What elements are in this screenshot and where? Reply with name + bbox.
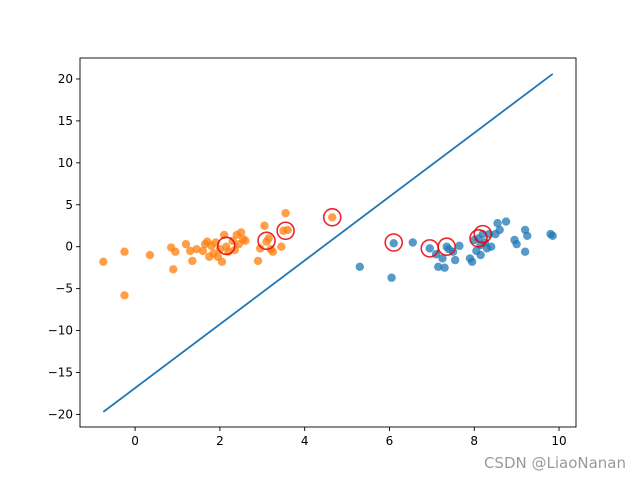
y-tick-label: 0 [65, 240, 73, 254]
scatter-point-class-1 [512, 239, 521, 249]
scatter-point-class-0 [236, 228, 246, 237]
scatter-point-class-0 [198, 246, 208, 256]
support-vector-ring [437, 237, 457, 256]
scatter-point-class-0 [283, 225, 292, 235]
scatter-points-layer [99, 208, 557, 300]
scatter-point-class-0 [188, 256, 197, 266]
scatter-point-class-0 [192, 245, 201, 254]
scatter-point-class-0 [120, 291, 129, 300]
scatter-point-class-1 [520, 247, 530, 256]
x-tick-label: 4 [301, 434, 309, 448]
scatter-point-class-1 [434, 262, 443, 272]
scatter-point-class-0 [328, 213, 337, 222]
scatter-point-class-0 [145, 250, 155, 260]
scatter-point-class-1 [425, 244, 434, 253]
decision-boundary-line [102, 73, 554, 413]
scatter-point-class-0 [169, 265, 178, 274]
scatter-point-class-1 [501, 217, 511, 226]
y-tick-label: −15 [48, 365, 73, 379]
scatter-point-class-0 [186, 246, 195, 256]
x-tick-label: 10 [551, 434, 566, 448]
x-tick-label: 0 [131, 434, 139, 448]
x-tick-label: 2 [216, 434, 224, 448]
scatter-point-class-0 [277, 242, 286, 251]
scatter-point-class-1 [438, 254, 447, 263]
watermark-text: CSDN @LiaoNanan [483, 454, 626, 472]
scatter-point-class-1 [355, 262, 364, 272]
scatter-point-class-1 [476, 250, 485, 260]
y-tick-label: 10 [58, 156, 73, 170]
scatter-point-class-0 [281, 208, 290, 218]
scatter-point-class-1 [387, 273, 396, 282]
support-vector-ring [322, 208, 342, 227]
y-tick-label: 15 [58, 114, 73, 128]
decision-boundary-layer [102, 73, 554, 413]
scatter-point-class-1 [487, 242, 496, 251]
axes-layer: 0 2 4 6 8 10 −20 −15 −10 −5 0 5 10 15 20 [48, 57, 577, 448]
support-vector-ring [257, 231, 276, 251]
scatter-point-class-0 [120, 247, 129, 256]
y-tick-label: 5 [65, 198, 73, 212]
y-tick-label: −5 [55, 282, 73, 296]
scatter-point-class-0 [268, 247, 278, 256]
support-vector-ring [469, 229, 488, 248]
scatter-point-class-1 [495, 225, 504, 235]
scatter-point-class-1 [440, 263, 449, 272]
axes-frame [79, 57, 577, 428]
y-tick-label: 20 [58, 72, 73, 86]
scatter-point-class-0 [253, 256, 263, 266]
scatter-point-class-0 [241, 236, 250, 246]
y-tick-label: −10 [48, 324, 73, 338]
scatter-point-class-1 [523, 231, 532, 240]
scatter-point-class-1 [467, 257, 477, 266]
scatter-point-class-1 [389, 239, 398, 248]
scatter-point-class-1 [493, 219, 502, 228]
scatter-point-class-0 [171, 247, 180, 256]
scatter-point-class-1 [548, 231, 557, 240]
scatter-point-class-0 [181, 239, 191, 249]
support-vectors-layer [216, 208, 493, 258]
scatter-point-class-1 [455, 241, 464, 251]
scatter-point-class-0 [264, 234, 273, 243]
support-vector-ring [276, 221, 295, 241]
scatter-point-class-0 [217, 257, 227, 266]
support-vector-ring [473, 224, 493, 244]
support-vector-ring [384, 233, 404, 252]
x-tick-label: 8 [470, 434, 478, 448]
scatter-point-class-0 [260, 221, 269, 230]
scatter-point-class-1 [450, 255, 460, 265]
scatter-point-class-1 [408, 238, 417, 247]
x-tick-label: 6 [386, 434, 394, 448]
support-vector-ring [216, 236, 236, 256]
scatter-point-class-0 [255, 244, 265, 253]
y-tick-label: −20 [48, 407, 73, 421]
scatter-point-class-0 [99, 257, 108, 266]
